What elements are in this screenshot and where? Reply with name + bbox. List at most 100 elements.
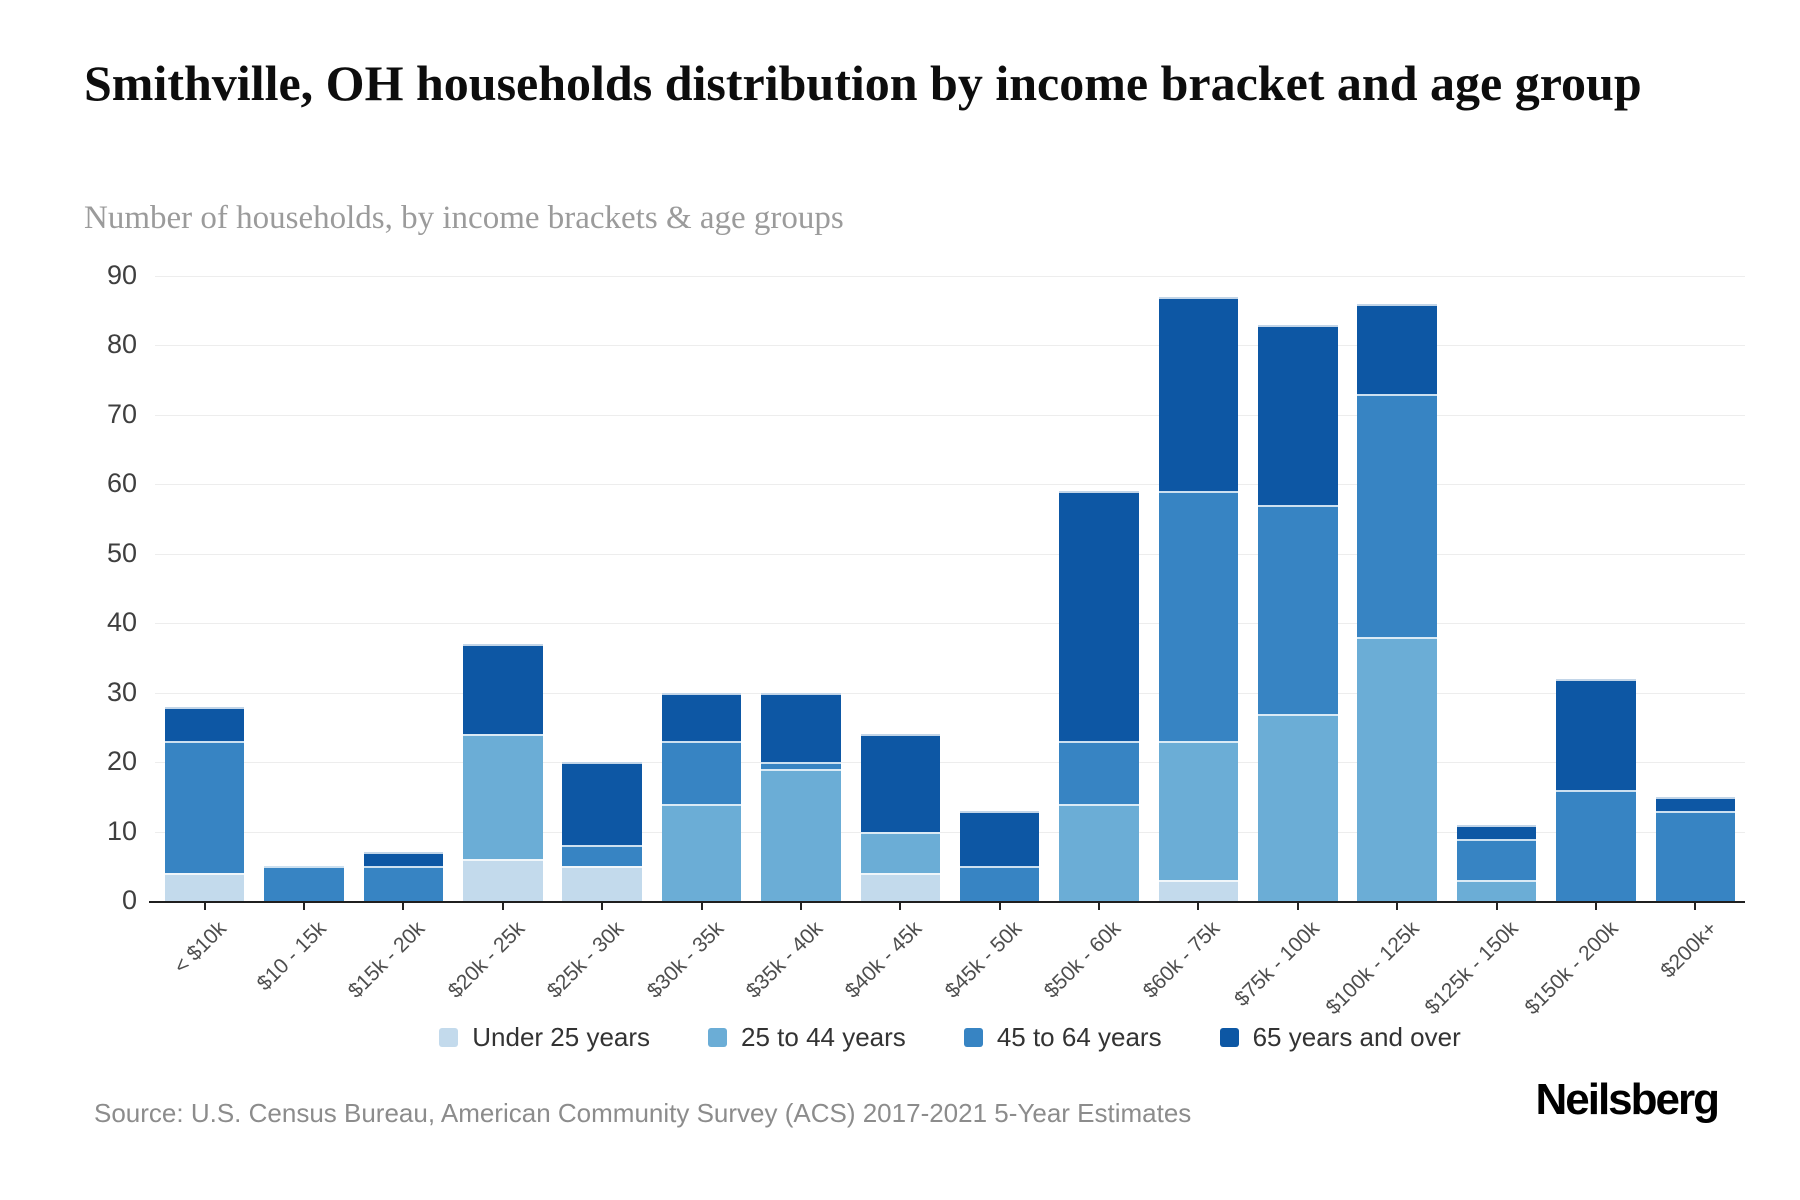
y-axis-tick-label: 20 bbox=[106, 746, 137, 777]
bar-slot: $40k - 45k bbox=[841, 276, 950, 1003]
bar-segment bbox=[562, 762, 642, 846]
stacked-bar bbox=[1258, 324, 1338, 901]
y-axis-tick-label: 60 bbox=[106, 468, 137, 499]
plot-area: 0 10 20 30 40 50 60 70 80 90 < $10k $10 - 15k $15k … bbox=[107, 260, 1745, 1019]
bar-slot: $50k - 60k bbox=[1040, 276, 1148, 1003]
stacked-bar bbox=[959, 810, 1040, 901]
y-axis-tick-label: 40 bbox=[106, 607, 137, 638]
bar-segment bbox=[661, 803, 742, 901]
bar-segment bbox=[1456, 880, 1537, 901]
x-axis-tick-label: $75k - 100k bbox=[1230, 917, 1325, 1011]
bar-segment bbox=[264, 866, 344, 901]
gridline bbox=[155, 831, 1745, 833]
bar-segment bbox=[959, 866, 1040, 901]
bar-segment bbox=[860, 734, 941, 832]
stacked-bar bbox=[562, 762, 642, 901]
x-axis-tick bbox=[203, 903, 206, 910]
x-axis-tick bbox=[1396, 903, 1399, 910]
bar-segment bbox=[1357, 394, 1437, 638]
y-axis-tick-label: 10 bbox=[106, 815, 137, 846]
x-axis-tick-label: $15k - 20k bbox=[344, 917, 430, 1003]
legend-item: Under 25 years bbox=[439, 1022, 650, 1053]
y-axis-tick-label: 50 bbox=[106, 537, 137, 568]
stacked-bar bbox=[463, 644, 543, 901]
bar-slot: $45k - 50k bbox=[940, 276, 1049, 1003]
gridline bbox=[155, 345, 1745, 347]
legend-item: 25 to 44 years bbox=[708, 1022, 906, 1053]
chart-title: Smithville, OH households distribution b… bbox=[84, 55, 1642, 111]
legend-swatch bbox=[963, 1028, 983, 1047]
bar-segment bbox=[1357, 303, 1437, 395]
bar-slot: < $10k bbox=[155, 276, 254, 978]
gridline bbox=[155, 276, 1745, 277]
stacked-bar bbox=[761, 692, 841, 901]
bar-segment bbox=[1059, 803, 1139, 901]
bar-segment bbox=[860, 873, 941, 901]
gridline bbox=[155, 484, 1745, 486]
stacked-bar bbox=[1059, 491, 1139, 901]
bar-segment bbox=[164, 741, 245, 874]
bar-segment bbox=[1158, 880, 1239, 901]
bar-segment bbox=[363, 852, 444, 867]
bar-segment bbox=[761, 692, 841, 763]
bar-slot: $35k - 40k bbox=[742, 276, 850, 1003]
legend-label: 45 to 64 years bbox=[996, 1022, 1162, 1052]
bar-slot: $60k - 75k bbox=[1139, 276, 1248, 1003]
x-axis-tick bbox=[899, 903, 902, 910]
legend-swatch bbox=[708, 1028, 728, 1047]
legend-label: 65 years and over bbox=[1252, 1022, 1461, 1052]
y-axis-tick-label: 80 bbox=[106, 329, 137, 360]
stacked-bar bbox=[264, 866, 344, 901]
x-axis-tick bbox=[303, 903, 306, 910]
x-axis-tick-label: $25k - 30k bbox=[542, 917, 629, 1003]
x-axis-tick-label: $50k - 60k bbox=[1039, 917, 1126, 1003]
stacked-bar bbox=[1357, 303, 1437, 901]
bar-slot: $150k - 200k bbox=[1520, 276, 1645, 1019]
bar-segment bbox=[1357, 637, 1437, 901]
x-axis-tick-label: $150k - 200k bbox=[1520, 917, 1623, 1020]
bar-segment bbox=[1258, 505, 1338, 714]
x-axis-tick bbox=[700, 903, 703, 910]
x-axis-tick bbox=[1495, 903, 1498, 910]
x-axis-tick-label: $35k - 40k bbox=[741, 917, 828, 1003]
x-axis-tick-label: $200k+ bbox=[1656, 917, 1722, 983]
bar-segment bbox=[661, 741, 742, 804]
gridline bbox=[155, 762, 1745, 764]
bar-segment bbox=[164, 706, 245, 742]
bar-slot: $20k - 25k bbox=[443, 276, 552, 1003]
bar-segment bbox=[1158, 491, 1239, 742]
bar-segment bbox=[363, 866, 444, 901]
bar-segment bbox=[860, 831, 941, 874]
bar-segment bbox=[164, 873, 245, 901]
bar-slot: $100k - 125k bbox=[1321, 276, 1447, 1019]
stacked-bar bbox=[1456, 824, 1537, 901]
bar-slot: $10 - 15k bbox=[252, 276, 353, 995]
x-axis-tick-label: $30k - 35k bbox=[642, 917, 728, 1003]
bar-segment bbox=[1556, 789, 1636, 901]
bar-segment bbox=[761, 769, 841, 901]
x-axis-tick bbox=[1098, 903, 1101, 910]
bar-slot: $75k - 100k bbox=[1230, 276, 1347, 1011]
gridline bbox=[155, 692, 1745, 694]
legend-swatch bbox=[1219, 1028, 1239, 1047]
bar-segment bbox=[1655, 796, 1736, 811]
stacked-bar bbox=[164, 706, 245, 901]
x-axis-tick bbox=[501, 903, 504, 910]
chart-subtitle: Number of households, by income brackets… bbox=[84, 200, 844, 236]
x-axis-tick-label: $125k - 150k bbox=[1420, 917, 1523, 1020]
y-axis-tick-label: 90 bbox=[106, 260, 137, 290]
legend-item: 45 to 64 years bbox=[963, 1022, 1162, 1053]
bar-segment bbox=[1258, 324, 1338, 506]
brand-logo: Neilsberg bbox=[1535, 1075, 1720, 1124]
bar-segment bbox=[1456, 838, 1537, 881]
bar-segment bbox=[959, 810, 1040, 867]
gridline bbox=[155, 414, 1745, 416]
x-axis-tick-label: $45k - 50k bbox=[940, 917, 1026, 1003]
bar-segment bbox=[562, 845, 642, 867]
bar-segment bbox=[463, 644, 543, 735]
gridline bbox=[155, 623, 1745, 625]
x-axis-tick bbox=[998, 903, 1001, 910]
bar-slot: $15k - 20k bbox=[344, 276, 453, 1003]
legend: Under 25 years 25 to 44 years 45 to 64 yea… bbox=[155, 1022, 1745, 1053]
